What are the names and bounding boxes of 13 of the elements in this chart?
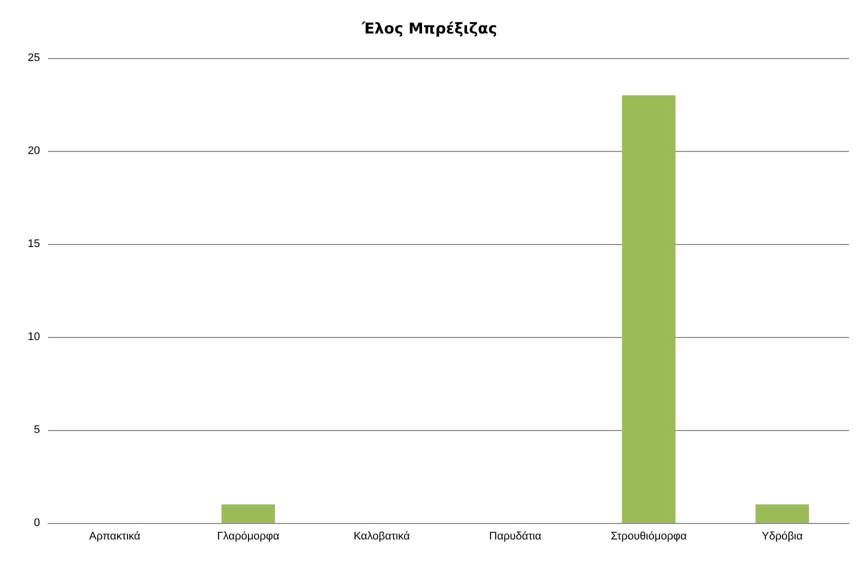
chart-title: Έλος Μπρέξιζας	[360, 20, 498, 38]
x-tick-label: Γλαρόμορφα	[217, 530, 280, 542]
x-tick-label: Στρουθιόμορφα	[610, 530, 688, 542]
x-tick-label: Παρυδάτια	[489, 530, 542, 542]
x-tick-label: Υδρόβια	[762, 530, 804, 542]
y-tick-label: 5	[34, 424, 40, 436]
x-tick-label: Αρπακτικά	[89, 530, 142, 542]
y-tick-label: 20	[28, 145, 40, 157]
y-tick-label: 25	[28, 52, 40, 64]
y-tick-label: 0	[34, 517, 40, 529]
y-tick-label: 15	[28, 238, 40, 250]
x-tick-label: Καλοβατικά	[354, 530, 410, 542]
y-tick-label: 10	[28, 331, 40, 343]
